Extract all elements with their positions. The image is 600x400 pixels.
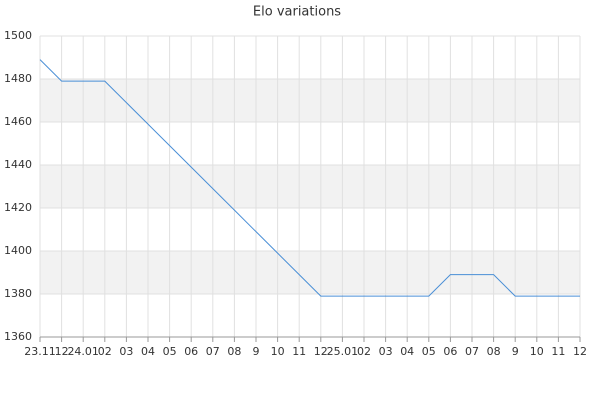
x-tick-label: 06 <box>443 345 457 358</box>
x-tick-label: 05 <box>422 345 436 358</box>
x-tick-label: 08 <box>487 345 501 358</box>
y-tick-label: 1360 <box>4 330 32 343</box>
x-tick-label: 9 <box>512 345 519 358</box>
x-tick-label: 03 <box>379 345 393 358</box>
x-tick-label: 03 <box>119 345 133 358</box>
x-tick-label: 10 <box>530 345 544 358</box>
grid-band <box>40 251 580 294</box>
grid-band <box>40 165 580 208</box>
x-tick-label: 04 <box>141 345 155 358</box>
x-tick-label: 23.11 <box>24 345 56 358</box>
y-tick-label: 1460 <box>4 115 32 128</box>
x-tick-label: 06 <box>184 345 198 358</box>
y-tick-label: 1480 <box>4 72 32 85</box>
x-tick-label: 04 <box>400 345 414 358</box>
x-tick-label: 07 <box>206 345 220 358</box>
x-tick-label: 11 <box>292 345 306 358</box>
y-tick-label: 1380 <box>4 287 32 300</box>
line <box>39 59 580 297</box>
x-tick-label: 10 <box>271 345 285 358</box>
y-tick-label: 1420 <box>4 201 32 214</box>
y-tick-label: 1500 <box>4 29 32 42</box>
x-tick-label: 05 <box>163 345 177 358</box>
x-tick-label: 12 <box>55 345 69 358</box>
x-tick-label: 12 <box>314 345 328 358</box>
grid-band <box>40 79 580 122</box>
chart-title: Elo variations <box>253 5 341 20</box>
x-tick-label: 9 <box>253 345 260 358</box>
x-tick-label: 11 <box>551 345 565 358</box>
y-tick-label: 1400 <box>4 244 32 257</box>
y-tick-label: 1440 <box>4 158 32 171</box>
x-tick-label: 02 <box>357 345 371 358</box>
x-tick-label: 25.01 <box>327 345 359 358</box>
x-tick-label: 02 <box>98 345 112 358</box>
x-tick-label: 12 <box>573 345 587 358</box>
x-tick-label: 08 <box>227 345 241 358</box>
x-tick-label: 24.01 <box>67 345 99 358</box>
x-tick-label: 07 <box>465 345 479 358</box>
